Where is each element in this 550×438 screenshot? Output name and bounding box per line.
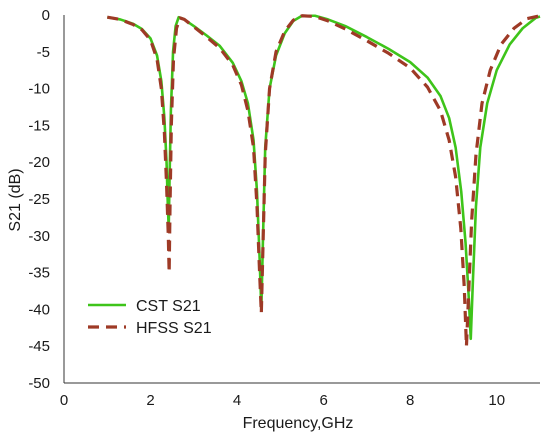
x-tick-label: 6 [319, 392, 327, 409]
legend-label-cst: CST S21 [136, 298, 201, 315]
y-tick-label: -25 [28, 191, 50, 208]
x-axis-title: Frequency,GHz [243, 415, 354, 432]
series-layer [107, 14, 541, 348]
y-tick-labels: 0 -5 -10 -15 -20 -25 -30 -35 -40 -45 -50 [28, 7, 50, 392]
y-tick-label: -10 [28, 81, 50, 98]
y-tick-label: -45 [28, 338, 50, 355]
y-tick-label: -15 [28, 117, 50, 134]
y-axis-title: S21 (dB) [7, 168, 24, 231]
legend: CST S21 HFSS S21 [88, 298, 212, 337]
x-tick-label: 2 [146, 392, 154, 409]
y-tick-label: -20 [28, 154, 50, 171]
x-tick-label: 10 [488, 392, 505, 409]
y-tick-label: -5 [37, 44, 50, 61]
legend-label-hfss: HFSS S21 [136, 320, 212, 337]
x-tick-label: 4 [233, 392, 241, 409]
series-line-hfss [107, 14, 541, 348]
y-tick-label: -30 [28, 228, 50, 245]
y-tick-label: -40 [28, 301, 50, 318]
axes [63, 15, 540, 384]
y-tick-label: -50 [28, 375, 50, 392]
x-tick-labels: 0 2 4 6 8 10 [60, 392, 505, 409]
y-tick-label: 0 [42, 7, 50, 24]
x-tick-label: 0 [60, 392, 68, 409]
x-tick-label: 8 [406, 392, 414, 409]
y-tick-label: -35 [28, 265, 50, 282]
